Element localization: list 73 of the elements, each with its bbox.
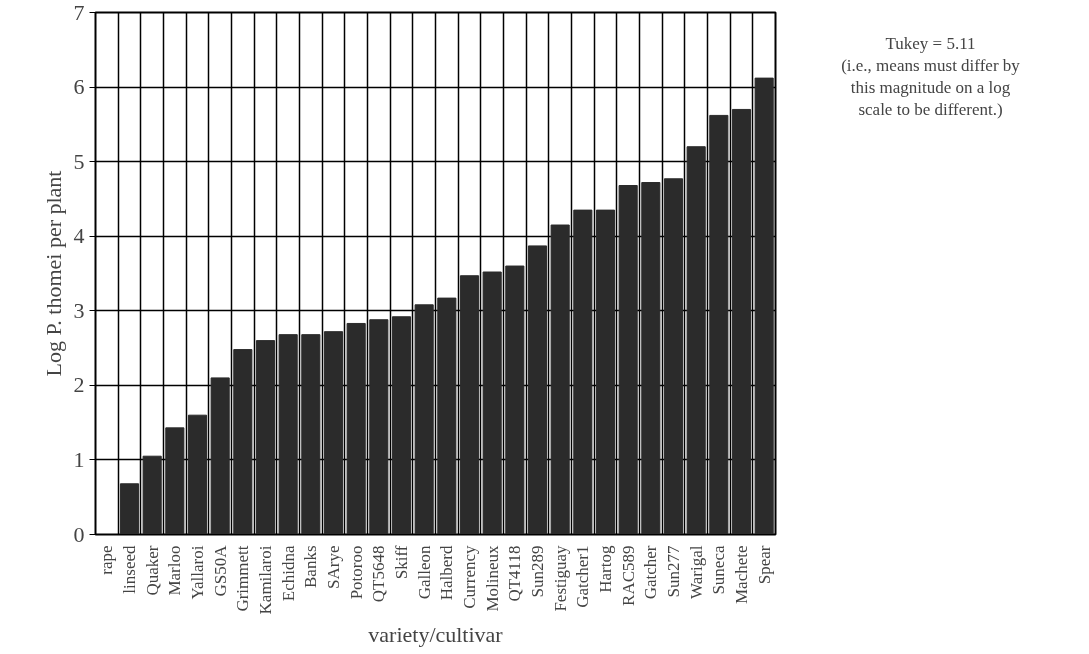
x-tick-label: Grimmett (233, 545, 253, 612)
bar (346, 322, 366, 535)
bar (165, 427, 185, 535)
x-tick-label: RAC589 (618, 545, 638, 606)
bar (210, 377, 230, 535)
bar (391, 316, 412, 535)
text: Tukey = 5.11 (885, 33, 976, 53)
x-tick-label: QT4118 (505, 545, 525, 602)
bar (187, 414, 208, 535)
bar (595, 209, 616, 535)
y-tick-label: 5 (73, 148, 85, 174)
bar (754, 77, 774, 535)
bar (233, 349, 253, 535)
x-tick-label: Quaker (142, 545, 162, 596)
bar (142, 455, 162, 535)
text: this magnitude on a log (850, 77, 1011, 97)
y-tick-label: 3 (73, 297, 85, 323)
x-tick-label: Warigal (686, 545, 706, 599)
x-tick-label: Currency (460, 545, 479, 609)
x-tick-label: Yallaroi (188, 545, 207, 600)
bar (278, 334, 298, 535)
x-tick-label: Echidna (278, 545, 298, 602)
bar (709, 114, 729, 535)
x-tick-label: Machete (732, 545, 751, 605)
bar (323, 331, 344, 535)
bar (414, 304, 434, 535)
x-tick-label: Sun277 (664, 545, 683, 598)
x-tick-label: Suneca (709, 545, 729, 595)
y-tick-label: 2 (73, 372, 85, 398)
x-tick-label: Spear (754, 545, 774, 585)
x-tick-label: Marloo (165, 545, 185, 596)
bar (663, 178, 684, 535)
x-tick-label: QT5648 (369, 545, 389, 603)
x-tick-label: Galleon (414, 545, 434, 600)
bar (437, 297, 457, 535)
text: (i.e., means must differ by (841, 55, 1021, 75)
x-tick-label: Kamilaroi (256, 545, 275, 615)
x-tick-label: Festiguay (550, 545, 570, 612)
bar (255, 340, 276, 535)
x-tick-label: Gatcher1 (573, 545, 593, 608)
bar (641, 182, 661, 535)
bar (505, 265, 525, 535)
y-tick-label: 4 (73, 223, 85, 249)
y-tick-label: 1 (73, 446, 85, 472)
text: scale to be different.) (858, 99, 1003, 119)
bar (301, 334, 321, 535)
y-axis-title: Log P. thomei per plant (40, 170, 66, 377)
y-tick-label: 6 (73, 74, 85, 100)
x-tick-label: rape (97, 545, 117, 575)
x-tick-label: Hartog (596, 545, 615, 593)
bar (686, 146, 706, 535)
y-tick-label: 7 (73, 0, 85, 25)
x-tick-label: Banks (301, 545, 321, 588)
x-tick-label: Gatcher (641, 545, 661, 600)
bar (482, 271, 502, 535)
bar (573, 209, 593, 535)
x-tick-label: Sun289 (528, 545, 547, 598)
bar (618, 185, 638, 535)
x-tick-label: Molineux (482, 545, 502, 612)
x-tick-label: SArye (324, 545, 343, 589)
bar (550, 224, 570, 535)
bar (731, 108, 752, 535)
x-axis-title: variety/cultivar (368, 622, 504, 648)
bar (527, 245, 548, 535)
y-tick-label: 0 (73, 521, 85, 547)
x-tick-label: Skiff (392, 545, 411, 580)
bar (119, 483, 140, 535)
x-tick-label: Halberd (437, 545, 457, 601)
x-tick-label: Potoroo (346, 545, 366, 600)
x-tick-label: linseed (120, 545, 139, 594)
bar (459, 275, 480, 535)
bar (369, 319, 389, 535)
x-tick-label: GS50A (210, 544, 230, 597)
